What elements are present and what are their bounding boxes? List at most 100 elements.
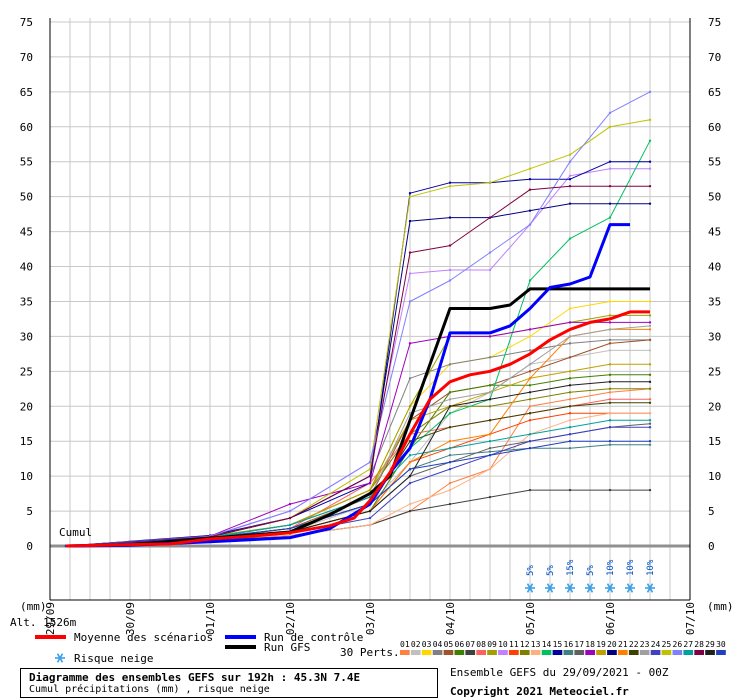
- series-point-p30: [488, 453, 492, 457]
- series-point-p09: [408, 405, 412, 408]
- perturbation-legend-label: 03: [422, 640, 432, 649]
- perturbation-legend-label: 13: [531, 640, 541, 649]
- x-tick-label: 30/09: [124, 602, 137, 635]
- y-tick-label-left: 75: [20, 16, 33, 29]
- series-point-p29: [528, 391, 532, 394]
- series-point-p11: [568, 412, 572, 415]
- series-point-p24: [528, 440, 532, 443]
- perturbation-legend-swatch: [454, 650, 465, 655]
- y-tick-label-left: 45: [20, 226, 33, 239]
- series-point-p26: [368, 460, 372, 464]
- perturbation-legend-label: 11: [509, 640, 519, 649]
- series-point-p05: [568, 356, 572, 359]
- y-tick-label-left: 30: [20, 330, 33, 343]
- perturbation-legend-swatch: [432, 650, 443, 655]
- series-point-p15: [448, 181, 452, 184]
- series-point-p10: [648, 167, 652, 170]
- series-point-p18: [408, 342, 412, 345]
- series-point-p27: [648, 419, 652, 422]
- perturbation-legend-swatch: [650, 650, 661, 655]
- y-tick-label-left: 0: [26, 540, 33, 553]
- y-ticks-right: 0 5 10 15 20 25 30 35 40 45 50 55 60 65 70 75: [708, 16, 721, 553]
- series-point-p16: [488, 450, 492, 453]
- series-point-p06: [648, 373, 652, 377]
- perturbation-legend-swatch: [563, 650, 574, 655]
- series-point-p21: [448, 440, 452, 443]
- perturbation-legend-swatch: [541, 650, 552, 655]
- snowflake-icon: [585, 583, 595, 593]
- series-point-p24: [608, 426, 612, 429]
- series-point-p05: [608, 342, 612, 345]
- series-point-p15: [528, 178, 532, 181]
- series-point-p10: [568, 174, 572, 177]
- series-line-p01: [65, 388, 651, 547]
- series-point-p03: [568, 307, 572, 310]
- series-point-p25: [528, 167, 532, 170]
- series-point-p28: [608, 184, 612, 188]
- series-point-p21: [528, 377, 532, 380]
- perturbation-legend-swatch: [465, 650, 476, 655]
- perturbation-legend-label: 15: [553, 640, 563, 649]
- y-tick-label-left: 15: [20, 435, 33, 448]
- perturbation-legend: 01 02 03 04 05 06 07 08 09 10 11 12 13 14 15 16 17 18 19 20…: [400, 640, 726, 655]
- perturbation-legend-label: 27: [683, 640, 693, 649]
- plot-frame: [49, 18, 691, 601]
- series-point-p08: [648, 398, 652, 401]
- series-point-p04: [448, 363, 452, 366]
- series-point-p10: [408, 272, 412, 275]
- series-point-p13: [408, 502, 412, 506]
- y-tick-label-right: 40: [708, 261, 721, 274]
- y-tick-label-left: 60: [20, 121, 33, 134]
- x-tick-label: 29/09: [44, 602, 57, 635]
- series-point-p12: [528, 398, 532, 401]
- perturbation-legend-swatch: [628, 650, 639, 655]
- y-tick-label-right: 15: [708, 435, 721, 448]
- series-point-p14: [648, 139, 652, 142]
- perturbation-legend-label: 08: [476, 640, 486, 649]
- snowflake-icon: [625, 583, 635, 593]
- perturbation-legend-label: 16: [564, 640, 574, 649]
- perturbation-legend-label: 05: [444, 640, 454, 649]
- series-point-p07: [408, 509, 412, 513]
- series-point-p26: [568, 160, 572, 163]
- series-point-p13: [568, 419, 572, 422]
- snow-risk-label: 5%: [586, 565, 596, 576]
- series-point-p07: [528, 488, 532, 492]
- series-point-p28: [648, 184, 652, 188]
- x-ticks: 29/09 30/09 01/10 02/10 03/10 04/10 05/10 06/10…: [44, 602, 697, 635]
- perturbation-legend-swatch: [705, 650, 715, 655]
- snow-risk-label: 15%: [566, 559, 576, 576]
- series-point-p24: [408, 481, 412, 485]
- series-point-p29: [408, 474, 412, 478]
- perturbation-legend-swatch: [487, 650, 497, 655]
- legend-snow-label: Risque neige: [74, 652, 153, 665]
- series-point-p25: [408, 195, 412, 198]
- series-line-p13: [65, 412, 650, 547]
- snow-risk-label: 5%: [546, 565, 556, 576]
- series-point-p26: [608, 111, 612, 115]
- perturbation-legend-swatch: [509, 650, 519, 655]
- perturbation-legend-label: 10: [498, 640, 508, 649]
- series-point-p30: [608, 440, 612, 443]
- series-point-p18: [488, 335, 492, 338]
- legend-mean-label: Moyenne des scénarios: [74, 631, 213, 644]
- y-tick-label-left: 10: [20, 470, 33, 483]
- series-point-p19: [608, 363, 612, 366]
- series-point-p30: [448, 460, 452, 464]
- series-point-p16: [608, 443, 612, 446]
- series-point-p04: [568, 342, 572, 345]
- series-point-p05: [528, 370, 532, 373]
- main-series: [65, 223, 650, 548]
- series-point-p24: [568, 433, 572, 436]
- perturbation-legend-swatch: [519, 650, 530, 655]
- ensemble-info: Ensemble GEFS du 29/09/2021 - 00Z: [450, 666, 669, 679]
- series-point-p04: [608, 338, 612, 342]
- series-point-p28: [448, 244, 452, 247]
- perturbation-legend-swatch: [574, 650, 585, 655]
- perturbation-legend-label: 19: [596, 640, 606, 649]
- series-point-p07: [448, 502, 452, 506]
- y-tick-label-left: 35: [20, 295, 33, 308]
- series-point-p28: [408, 251, 412, 254]
- x-tick-label: 06/10: [604, 602, 617, 635]
- y-tick-label-left: 20: [20, 400, 33, 413]
